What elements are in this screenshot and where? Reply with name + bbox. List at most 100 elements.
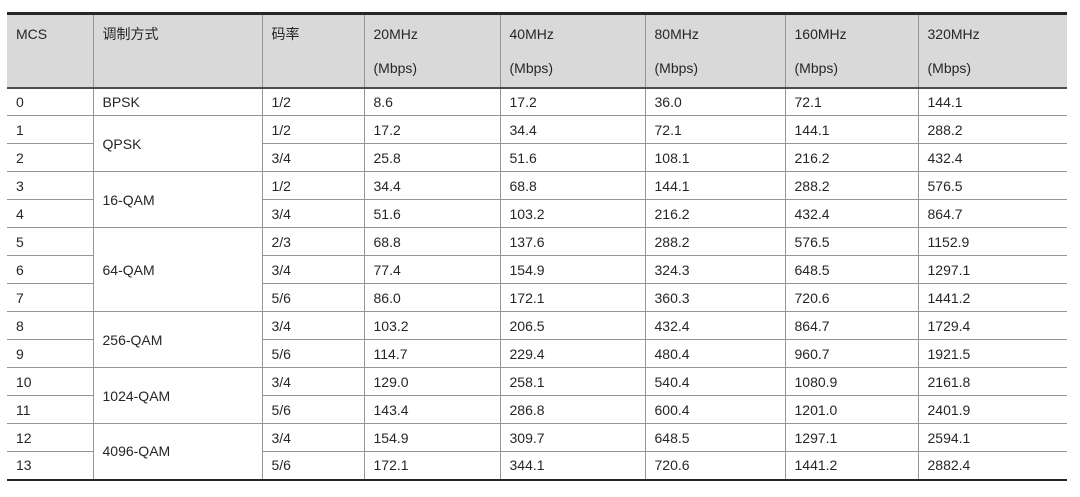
rate-160mhz-cell: 864.7 [784,311,918,340]
rate-20mhz-cell: 34.4 [363,171,500,200]
rate-160mhz-cell: 576.5 [784,227,918,256]
rate-160mhz-cell: 720.6 [784,283,918,312]
rate-160mhz-cell: 1080.9 [784,367,918,396]
rate-160mhz-cell: 216.2 [784,143,918,172]
rate-40mhz-cell: 34.4 [499,115,645,144]
code-rate-cell: 3/4 [261,199,364,228]
rate-80mhz-cell: 432.4 [644,311,785,340]
rate-20mhz-cell: 25.8 [363,143,500,172]
col-header-80mhz: 80MHz (Mbps) [644,13,785,89]
rate-20mhz-cell: 103.2 [363,311,500,340]
rate-320mhz-cell: 864.7 [917,199,1067,228]
table-body: 0 BPSK 1/2 8.6 17.2 36.0 72.1 144.1 1 QP… [7,87,1067,480]
col-header-20mhz: 20MHz (Mbps) [363,13,500,89]
rate-160mhz-cell: 144.1 [784,115,918,144]
code-rate-cell: 3/4 [261,367,364,396]
col-header-sub: (Mbps) [654,60,699,76]
table-row: 1 QPSK 1/2 17.2 34.4 72.1 144.1 288.2 [7,115,1067,172]
mcs-cell: 9 [7,339,93,368]
rate-80mhz-cell: 648.5 [644,423,785,452]
rate-160mhz-cell: 72.1 [784,87,918,116]
mcs-cell: 6 [7,255,93,284]
rate-160mhz-cell: 1297.1 [784,423,918,452]
rate-80mhz-cell: 108.1 [644,143,785,172]
table-row: 9 5/6 114.7 229.4 480.4 960.7 1921.5 [7,339,1067,368]
rate-20mhz-cell: 172.1 [363,451,500,480]
table-header: MCS 调制方式 码率 20MHz (Mbps) 40MHz (Mbps) 80MH… [7,13,1067,89]
modulation-cell: 4096-QAM [92,423,262,480]
mcs-cell: 7 [7,283,93,312]
rate-80mhz-cell: 144.1 [644,171,785,200]
mcs-cell: 8 [7,311,93,340]
code-rate-cell: 3/4 [261,255,364,284]
mcs-cell: 0 [7,87,93,116]
rate-160mhz-cell: 1441.2 [784,451,918,480]
col-header-40mhz: 40MHz (Mbps) [499,13,645,89]
rate-80mhz-cell: 324.3 [644,255,785,284]
rate-160mhz-cell: 1201.0 [784,395,918,424]
table-row: 6 3/4 77.4 154.9 324.3 648.5 1297.1 [7,255,1067,284]
table-row: 2 3/4 25.8 51.6 108.1 216.2 432.4 [7,143,1067,172]
rate-320mhz-cell: 2161.8 [917,367,1067,396]
rate-320mhz-cell: 2882.4 [917,451,1067,480]
mcs-cell: 2 [7,143,93,172]
col-header-modulation: 调制方式 [92,13,262,89]
rate-40mhz-cell: 103.2 [499,199,645,228]
col-header-160mhz: 160MHz (Mbps) [784,13,918,89]
rate-320mhz-cell: 1921.5 [917,339,1067,368]
rate-80mhz-cell: 540.4 [644,367,785,396]
table-row: 8 256-QAM 3/4 103.2 206.5 432.4 864.7 17… [7,311,1067,368]
rate-80mhz-cell: 288.2 [644,227,785,256]
rate-160mhz-cell: 432.4 [784,199,918,228]
rate-160mhz-cell: 648.5 [784,255,918,284]
rate-80mhz-cell: 480.4 [644,339,785,368]
mcs-cell: 5 [7,227,93,256]
rate-20mhz-cell: 129.0 [363,367,500,396]
code-rate-cell: 1/2 [261,171,364,200]
rate-20mhz-cell: 114.7 [363,339,500,368]
table-row: 5 64-QAM 2/3 68.8 137.6 288.2 576.5 1152… [7,227,1067,312]
col-header-label: 80MHz [654,26,699,42]
code-rate-cell: 1/2 [261,115,364,144]
rate-320mhz-cell: 288.2 [917,115,1067,144]
table-row: 12 4096-QAM 3/4 154.9 309.7 648.5 1297.1… [7,423,1067,480]
rate-40mhz-cell: 154.9 [499,255,645,284]
mcs-cell: 10 [7,367,93,396]
table-row: 10 1024-QAM 3/4 129.0 258.1 540.4 1080.9… [7,367,1067,424]
rate-80mhz-cell: 72.1 [644,115,785,144]
rate-20mhz-cell: 154.9 [363,423,500,452]
rate-40mhz-cell: 258.1 [499,367,645,396]
rate-40mhz-cell: 137.6 [499,227,645,256]
col-header-sub: (Mbps) [927,60,972,76]
mcs-rate-table: MCS 调制方式 码率 20MHz (Mbps) 40MHz (Mbps) 80MH… [7,12,1067,481]
mcs-cell: 4 [7,199,93,228]
rate-80mhz-cell: 720.6 [644,451,785,480]
rate-40mhz-cell: 51.6 [499,143,645,172]
rate-320mhz-cell: 144.1 [917,87,1067,116]
rate-80mhz-cell: 600.4 [644,395,785,424]
code-rate-cell: 5/6 [261,283,364,312]
rate-320mhz-cell: 2594.1 [917,423,1067,452]
modulation-cell: QPSK [92,115,262,172]
col-header-sub: (Mbps) [373,60,418,76]
rate-20mhz-cell: 143.4 [363,395,500,424]
rate-160mhz-cell: 288.2 [784,171,918,200]
rate-40mhz-cell: 309.7 [499,423,645,452]
table-row: 4 3/4 51.6 103.2 216.2 432.4 864.7 [7,199,1067,228]
rate-320mhz-cell: 1297.1 [917,255,1067,284]
table-row: 13 5/6 172.1 344.1 720.6 1441.2 2882.4 [7,451,1067,480]
code-rate-cell: 5/6 [261,451,364,480]
rate-20mhz-cell: 68.8 [363,227,500,256]
rate-40mhz-cell: 17.2 [499,87,645,116]
code-rate-cell: 2/3 [261,227,364,256]
rate-40mhz-cell: 229.4 [499,339,645,368]
rate-20mhz-cell: 86.0 [363,283,500,312]
modulation-cell: BPSK [92,87,262,116]
rate-160mhz-cell: 960.7 [784,339,918,368]
rate-20mhz-cell: 17.2 [363,115,500,144]
code-rate-cell: 1/2 [261,87,364,116]
col-header-320mhz: 320MHz (Mbps) [917,13,1067,89]
rate-40mhz-cell: 68.8 [499,171,645,200]
rate-20mhz-cell: 51.6 [363,199,500,228]
